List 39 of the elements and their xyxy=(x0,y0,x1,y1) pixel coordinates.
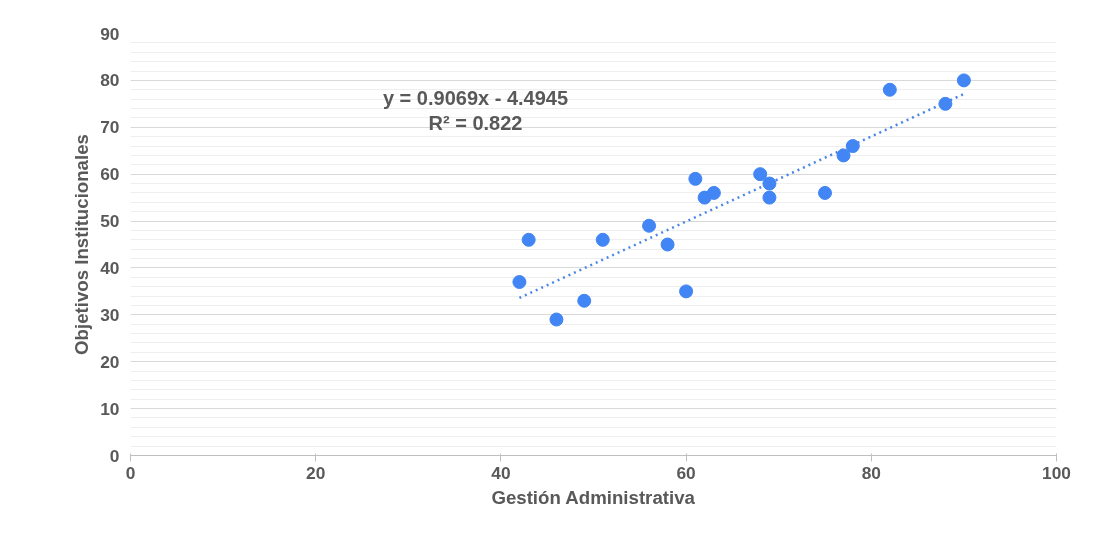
x-axis-title: Gestión Administrativa xyxy=(491,486,696,508)
point xyxy=(706,185,721,200)
x-tick-label: 100 xyxy=(1042,462,1071,483)
point xyxy=(549,312,564,327)
y-tick-label: 0 xyxy=(109,445,120,466)
y-tick-label: 40 xyxy=(100,257,120,278)
y-tick-label: 80 xyxy=(100,70,120,91)
y-tick-label: 50 xyxy=(100,211,120,232)
x-tick-label: 40 xyxy=(491,462,511,483)
point xyxy=(642,218,657,233)
y-tick-label: 60 xyxy=(100,164,120,185)
x-tick-label: 60 xyxy=(676,462,696,483)
point xyxy=(521,232,536,247)
point xyxy=(845,139,860,154)
point xyxy=(818,185,832,200)
y-tick-label: 20 xyxy=(100,351,120,372)
point xyxy=(595,232,610,247)
annotation: R² = 0.822 xyxy=(428,111,523,134)
annotation: y = 0.9069x - 4.4945 xyxy=(382,86,569,109)
y-tick-label: 70 xyxy=(100,117,120,138)
point xyxy=(956,73,971,88)
x-tick-label: 0 xyxy=(125,462,136,483)
y-tick-label: 90 xyxy=(100,23,120,44)
point xyxy=(577,293,592,308)
point xyxy=(882,82,897,97)
point xyxy=(836,148,851,163)
point xyxy=(688,171,703,186)
point xyxy=(938,96,953,111)
y-tick-label: 30 xyxy=(100,304,120,325)
y-axis-title: Objetivos Institucionales xyxy=(71,134,93,355)
point xyxy=(762,176,777,191)
y-tick-label: 10 xyxy=(100,398,120,419)
x-tick-label: 80 xyxy=(861,462,881,483)
point xyxy=(762,190,777,205)
point xyxy=(660,237,675,252)
x-tick-label: 20 xyxy=(306,462,326,483)
point xyxy=(753,167,768,182)
point xyxy=(512,275,527,289)
point xyxy=(679,284,694,299)
